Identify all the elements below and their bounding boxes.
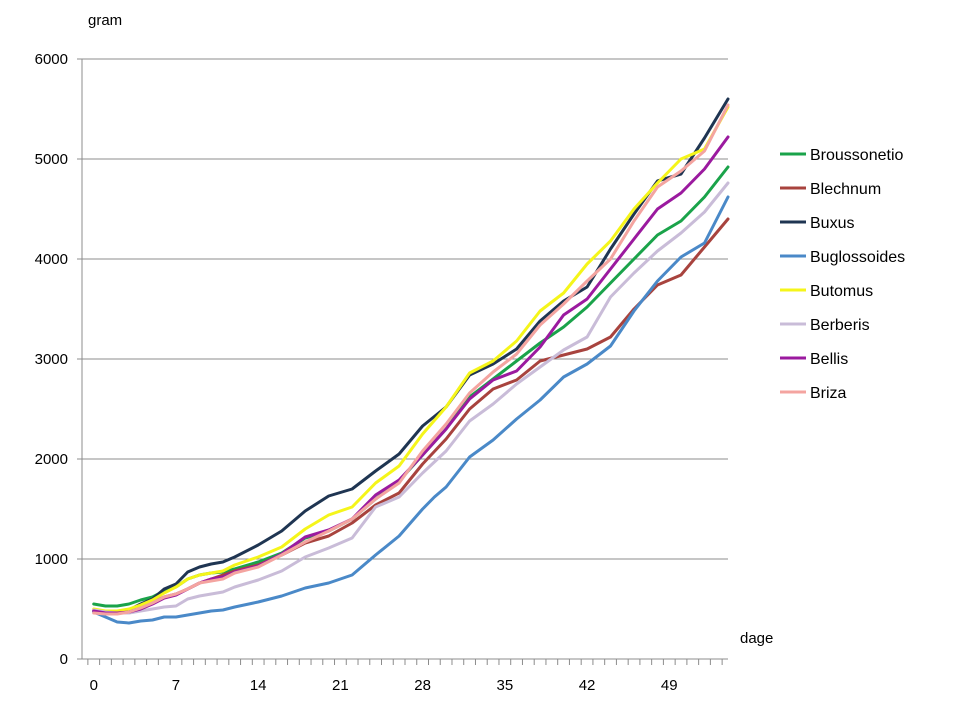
- series-line-buxus: [92, 97, 730, 615]
- y-tick-label: 1000: [35, 551, 68, 568]
- y-tick-label: 2000: [35, 451, 68, 468]
- y-tick-labels: 0 1000 2000 3000 4000 5000 6000: [35, 51, 68, 668]
- gridlines: [82, 58, 728, 560]
- y-axis-title: gram: [88, 12, 122, 29]
- series-line-blechnum: [92, 217, 730, 615]
- series-line-briza: [92, 103, 730, 616]
- x-tick-label: 0: [90, 677, 98, 694]
- y-tick-label: 4000: [35, 251, 68, 268]
- legend-label: Butomus: [810, 283, 873, 300]
- x-tick-label: 28: [414, 677, 431, 694]
- series-line-berberis: [92, 181, 730, 615]
- x-tick-label: 14: [250, 677, 267, 694]
- legend: Broussonetio Blechnum Buxus Buglossoides But…: [780, 147, 905, 402]
- x-tick-label: 35: [496, 677, 513, 694]
- legend-label: Briza: [810, 385, 847, 402]
- y-tick-label: 3000: [35, 351, 68, 368]
- series-line-buglossoides: [92, 195, 730, 625]
- legend-label: Broussonetio: [810, 147, 903, 164]
- x-tick-label: 49: [661, 677, 678, 694]
- y-tick-label: 6000: [35, 51, 68, 68]
- axes: [77, 58, 728, 665]
- x-tick-label: 21: [332, 677, 349, 694]
- legend-label: Blechnum: [810, 181, 881, 198]
- x-tick-label: 42: [579, 677, 596, 694]
- series-lines: [92, 97, 730, 625]
- legend-label: Buxus: [810, 215, 854, 232]
- legend-label: Berberis: [810, 317, 870, 334]
- y-tick-label: 5000: [35, 151, 68, 168]
- series-line-broussonetio: [92, 165, 730, 608]
- legend-label: Buglossoides: [810, 249, 905, 266]
- x-axis-title: dage: [740, 630, 773, 647]
- y-tick-label: 0: [60, 651, 68, 668]
- series-line-butomus: [92, 105, 730, 613]
- x-tick-labels: 0 7 14 21 28 35 42 49: [90, 677, 678, 694]
- legend-label: Bellis: [810, 351, 848, 368]
- x-tick-label: 7: [172, 677, 180, 694]
